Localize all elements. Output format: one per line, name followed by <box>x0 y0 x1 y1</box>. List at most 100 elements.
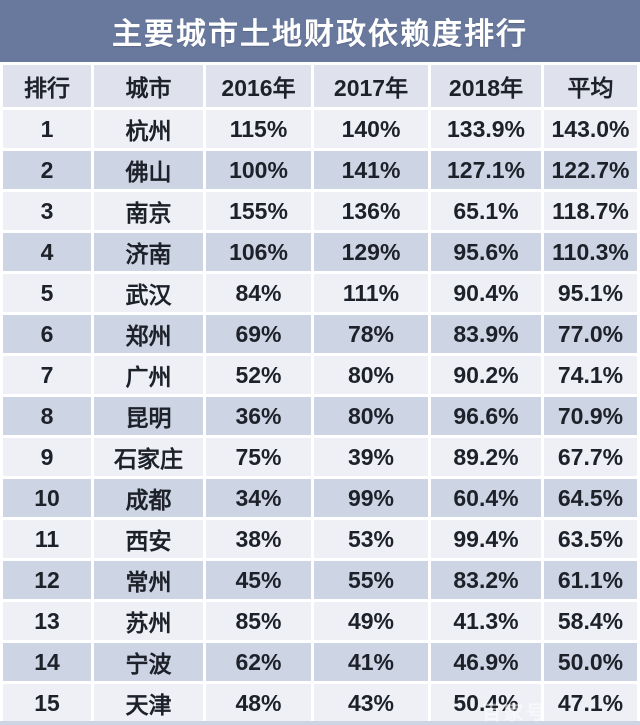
table-row: 3 南京 155% 136% 65.1% 118.7% <box>3 192 637 230</box>
y2018-cell: 83.9% <box>431 315 541 353</box>
y2018-cell: 65.1% <box>431 192 541 230</box>
table-body: 1 杭州 115% 140% 133.9% 143.0% 2 佛山 100% 141% 127.1%… <box>3 110 637 722</box>
city-cell: 杭州 <box>94 110 203 148</box>
table-row: 5 武汉 84% 111% 90.4% 95.1% <box>3 274 637 312</box>
rank-cell: 15 <box>3 684 91 722</box>
y2017-cell: 41% <box>314 643 428 681</box>
y2017-cell: 78% <box>314 315 428 353</box>
y2017-cell: 129% <box>314 233 428 271</box>
cutoff-next-row-sliver <box>0 721 640 725</box>
y2016-cell: 75% <box>206 438 311 476</box>
city-cell: 常州 <box>94 561 203 599</box>
y2018-cell: 133.9% <box>431 110 541 148</box>
y2016-cell: 69% <box>206 315 311 353</box>
y2018-cell: 83.2% <box>431 561 541 599</box>
table-row: 13 苏州 85% 49% 41.3% 58.4% <box>3 602 637 640</box>
column-header-city: 城市 <box>94 65 203 107</box>
column-header-y2017: 2017年 <box>314 65 428 107</box>
column-header-avg: 平均 <box>544 65 637 107</box>
avg-cell: 95.1% <box>544 274 637 312</box>
table-row: 2 佛山 100% 141% 127.1% 122.7% <box>3 151 637 189</box>
city-cell: 天津 <box>94 684 203 722</box>
y2017-cell: 136% <box>314 192 428 230</box>
avg-cell: 64.5% <box>544 479 637 517</box>
y2016-cell: 52% <box>206 356 311 394</box>
table-row: 11 西安 38% 53% 99.4% 63.5% <box>3 520 637 558</box>
table-row: 10 成都 34% 99% 60.4% 64.5% <box>3 479 637 517</box>
y2017-cell: 141% <box>314 151 428 189</box>
avg-cell: 143.0% <box>544 110 637 148</box>
column-header-y2016: 2016年 <box>206 65 311 107</box>
y2016-cell: 115% <box>206 110 311 148</box>
rank-cell: 3 <box>3 192 91 230</box>
city-cell: 昆明 <box>94 397 203 435</box>
avg-cell: 63.5% <box>544 520 637 558</box>
city-cell: 西安 <box>94 520 203 558</box>
y2018-cell: 46.9% <box>431 643 541 681</box>
y2017-cell: 49% <box>314 602 428 640</box>
rank-cell: 9 <box>3 438 91 476</box>
y2018-cell: 41.3% <box>431 602 541 640</box>
y2016-cell: 62% <box>206 643 311 681</box>
rank-cell: 4 <box>3 233 91 271</box>
y2016-cell: 38% <box>206 520 311 558</box>
rank-cell: 13 <box>3 602 91 640</box>
table-row: 8 昆明 36% 80% 96.6% 70.9% <box>3 397 637 435</box>
table-row: 6 郑州 69% 78% 83.9% 77.0% <box>3 315 637 353</box>
y2016-cell: 45% <box>206 561 311 599</box>
y2018-cell: 60.4% <box>431 479 541 517</box>
rank-cell: 14 <box>3 643 91 681</box>
avg-cell: 77.0% <box>544 315 637 353</box>
y2018-cell: 89.2% <box>431 438 541 476</box>
y2016-cell: 36% <box>206 397 311 435</box>
y2017-cell: 99% <box>314 479 428 517</box>
table-row: 15 天津 48% 43% 50.4% 47.1% <box>3 684 637 722</box>
y2018-cell: 90.4% <box>431 274 541 312</box>
avg-cell: 118.7% <box>544 192 637 230</box>
rank-cell: 12 <box>3 561 91 599</box>
y2017-cell: 55% <box>314 561 428 599</box>
avg-cell: 47.1% <box>544 684 637 722</box>
rank-cell: 7 <box>3 356 91 394</box>
rank-cell: 1 <box>3 110 91 148</box>
city-cell: 武汉 <box>94 274 203 312</box>
avg-cell: 67.7% <box>544 438 637 476</box>
y2016-cell: 84% <box>206 274 311 312</box>
city-cell: 苏州 <box>94 602 203 640</box>
y2017-cell: 111% <box>314 274 428 312</box>
y2018-cell: 96.6% <box>431 397 541 435</box>
city-cell: 石家庄 <box>94 438 203 476</box>
table-row: 1 杭州 115% 140% 133.9% 143.0% <box>3 110 637 148</box>
y2017-cell: 53% <box>314 520 428 558</box>
city-cell: 郑州 <box>94 315 203 353</box>
avg-cell: 61.1% <box>544 561 637 599</box>
avg-cell: 58.4% <box>544 602 637 640</box>
y2018-cell: 90.2% <box>431 356 541 394</box>
table-row: 9 石家庄 75% 39% 89.2% 67.7% <box>3 438 637 476</box>
y2017-cell: 39% <box>314 438 428 476</box>
city-cell: 宁波 <box>94 643 203 681</box>
y2016-cell: 100% <box>206 151 311 189</box>
rank-cell: 5 <box>3 274 91 312</box>
rank-cell: 11 <box>3 520 91 558</box>
y2018-cell: 99.4% <box>431 520 541 558</box>
y2018-cell: 95.6% <box>431 233 541 271</box>
avg-cell: 110.3% <box>544 233 637 271</box>
rank-cell: 6 <box>3 315 91 353</box>
rank-cell: 2 <box>3 151 91 189</box>
y2018-cell: 50.4% <box>431 684 541 722</box>
table-row: 14 宁波 62% 41% 46.9% 50.0% <box>3 643 637 681</box>
table-title: 主要城市土地财政依赖度排行 <box>0 0 640 62</box>
table-row: 4 济南 106% 129% 95.6% 110.3% <box>3 233 637 271</box>
table-row: 12 常州 45% 55% 83.2% 61.1% <box>3 561 637 599</box>
table-row: 7 广州 52% 80% 90.2% 74.1% <box>3 356 637 394</box>
city-cell: 佛山 <box>94 151 203 189</box>
ranking-table: 排行 城市 2016年 2017年 2018年 平均 1 杭州 115% 140% 133.9% 1… <box>0 62 640 725</box>
avg-cell: 74.1% <box>544 356 637 394</box>
y2016-cell: 48% <box>206 684 311 722</box>
y2017-cell: 140% <box>314 110 428 148</box>
city-cell: 济南 <box>94 233 203 271</box>
rank-cell: 10 <box>3 479 91 517</box>
header-row: 排行 城市 2016年 2017年 2018年 平均 <box>3 65 637 107</box>
